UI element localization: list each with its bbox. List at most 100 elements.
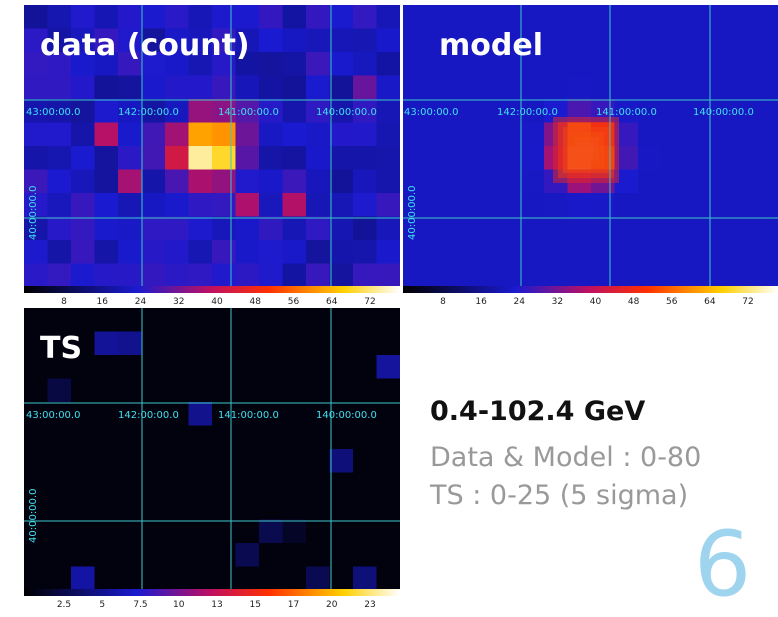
map-pixel xyxy=(283,264,307,288)
map-pixel xyxy=(236,473,260,497)
map-pixel xyxy=(236,5,260,29)
map-pixel xyxy=(118,146,142,170)
map-pixel xyxy=(71,123,95,147)
map-pixel xyxy=(330,29,354,53)
map-pixel xyxy=(212,449,236,473)
map-pixel xyxy=(450,5,474,29)
map-pixel xyxy=(306,355,330,379)
map-pixel xyxy=(685,240,709,264)
map-pixel xyxy=(95,217,119,241)
map-pixel xyxy=(95,496,119,520)
map-pixel xyxy=(212,543,236,567)
map-pixel xyxy=(709,264,733,288)
map-pixel xyxy=(330,426,354,450)
colorbar-label: 64 xyxy=(326,297,338,307)
map-pixel xyxy=(709,123,733,147)
colorbar-label: 40 xyxy=(590,297,602,307)
model-core xyxy=(553,117,619,183)
map-pixel xyxy=(95,402,119,426)
map-pixel xyxy=(497,264,521,288)
map-pixel xyxy=(756,217,778,241)
map-pixel xyxy=(403,52,427,76)
map-pixel xyxy=(615,240,639,264)
map-pixel xyxy=(95,193,119,217)
map-pixel xyxy=(71,449,95,473)
map-pixel xyxy=(474,170,498,194)
map-pixel xyxy=(662,146,686,170)
colorbar-label: 5 xyxy=(99,600,105,610)
map-pixel xyxy=(638,240,662,264)
map-pixel xyxy=(330,520,354,544)
map-pixel xyxy=(142,449,166,473)
map-pixel xyxy=(48,123,72,147)
map-pixel xyxy=(71,76,95,100)
map-pixel xyxy=(189,567,213,591)
map-pixel xyxy=(591,193,615,217)
ra-label: 142:00:00.0 xyxy=(497,107,558,118)
map-pixel xyxy=(118,240,142,264)
map-pixel xyxy=(259,29,283,53)
map-pixel xyxy=(732,217,756,241)
map-pixel xyxy=(236,240,260,264)
map-pixel xyxy=(377,170,401,194)
map-pixel xyxy=(568,52,592,76)
map-pixel xyxy=(259,193,283,217)
map-pixel xyxy=(236,123,260,147)
map-pixel xyxy=(427,76,451,100)
map-pixel xyxy=(638,193,662,217)
map-pixel xyxy=(142,308,166,332)
map-pixel xyxy=(662,29,686,53)
map-pixel xyxy=(165,170,189,194)
map-pixel xyxy=(48,543,72,567)
map-pixel xyxy=(353,449,377,473)
map-pixel xyxy=(353,170,377,194)
map-pixel xyxy=(662,217,686,241)
map-pixel xyxy=(24,264,48,288)
colorbar-label: 48 xyxy=(628,297,640,307)
ra-label: 142:00:00.0 xyxy=(118,107,179,118)
map-pixel xyxy=(48,217,72,241)
map-pixel xyxy=(377,99,401,123)
map-pixel xyxy=(330,567,354,591)
colorbar-label: 10 xyxy=(173,600,185,610)
map-pixel xyxy=(95,76,119,100)
map-pixel xyxy=(377,264,401,288)
colorbar-label: 20 xyxy=(326,600,338,610)
map-pixel xyxy=(353,52,377,76)
map-pixel xyxy=(259,5,283,29)
map-pixel xyxy=(189,5,213,29)
map-pixel xyxy=(212,426,236,450)
map-pixel xyxy=(521,217,545,241)
map-pixel xyxy=(638,146,662,170)
map-pixel xyxy=(709,217,733,241)
map-pixel xyxy=(165,123,189,147)
map-pixel xyxy=(259,240,283,264)
map-pixel xyxy=(165,543,189,567)
map-pixel xyxy=(165,379,189,403)
map-pixel xyxy=(306,264,330,288)
map-pixel xyxy=(259,449,283,473)
map-pixel xyxy=(236,567,260,591)
map-pixel xyxy=(353,567,377,591)
map-pixel xyxy=(497,193,521,217)
colorbar-label: 16 xyxy=(97,297,109,307)
map-pixel xyxy=(95,543,119,567)
map-pixel xyxy=(615,264,639,288)
map-pixel xyxy=(236,355,260,379)
map-pixel xyxy=(306,567,330,591)
map-pixel xyxy=(474,193,498,217)
map-pixel xyxy=(165,332,189,356)
map-pixel xyxy=(283,240,307,264)
map-pixel xyxy=(662,193,686,217)
map-pixel xyxy=(544,76,568,100)
map-pixel xyxy=(165,567,189,591)
map-pixel xyxy=(474,217,498,241)
map-pixel xyxy=(189,520,213,544)
map-pixel xyxy=(236,264,260,288)
map-pixel xyxy=(306,543,330,567)
map-pixel xyxy=(353,264,377,288)
map-pixel xyxy=(71,543,95,567)
colorbar-label: 56 xyxy=(288,297,300,307)
map-pixel xyxy=(189,449,213,473)
